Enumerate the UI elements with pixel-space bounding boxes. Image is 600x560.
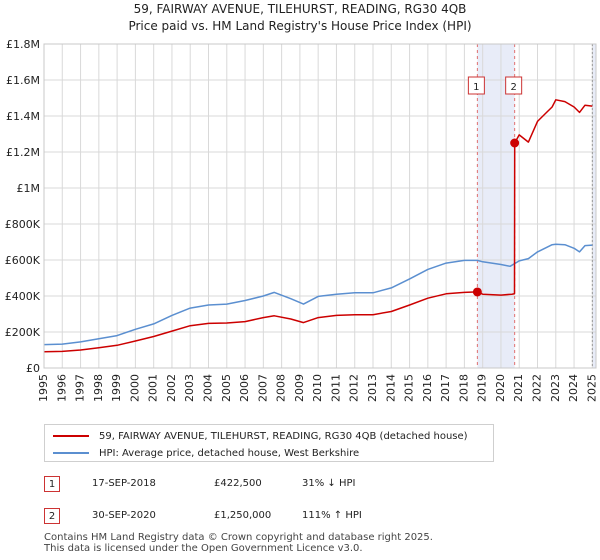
legend-label-hpi: HPI: Average price, detached house, West… [99,447,360,459]
x-tick-label: 1995 [37,374,50,402]
x-tick-label: 2009 [293,374,306,402]
legend-swatch-hpi [53,452,89,454]
x-tick-label: 2005 [220,374,233,402]
hpi-line [43,243,593,346]
sale-point [510,138,520,148]
x-tick-label: 2011 [329,374,342,402]
sale-marker-badge [467,76,485,95]
transaction-date: 30-SEP-2020 [92,510,156,521]
x-tick-label: 2022 [531,374,544,402]
x-tick-label: 2020 [494,374,507,402]
plot-border [43,43,597,369]
price-chart: 59, FAIRWAY AVENUE, TILEHURST, READING, … [5,2,599,402]
transaction-row: 2 30-SEP-2020 £1,250,000 111% ↑ HPI [44,508,584,528]
y-tick-label: £1.2M [6,146,40,159]
x-tick-label: 2014 [384,374,397,402]
y-tick-label: £0 [26,362,40,375]
highlight-band [592,44,596,368]
legend-item-house: 59, FAIRWAY AVENUE, TILEHURST, READING, … [53,428,468,444]
x-tick-label: 2003 [183,374,196,402]
x-tick-label: 2007 [256,374,269,402]
y-tick-label: £1.4M [6,110,40,123]
x-tick-label: 1996 [55,374,68,402]
y-tick-label: £200K [5,326,41,339]
transaction-badge: 1 [44,476,60,492]
footer: Contains HM Land Registry data © Crown c… [44,532,433,554]
x-tick-label: 2021 [512,374,525,402]
chart-subtitle: Price paid vs. HM Land Registry's House … [128,19,471,33]
x-tick-label: 2004 [202,374,215,402]
house-price-line [43,99,593,353]
sale-point [472,287,482,297]
legend-item-hpi: HPI: Average price, detached house, West… [53,445,359,461]
x-tick-label: 2018 [457,374,470,402]
chart-title: 59, FAIRWAY AVENUE, TILEHURST, READING, … [134,2,467,16]
x-tick-label: 2008 [275,374,288,402]
transaction-price: £422,500 [214,478,262,489]
sale-marker-badge [505,76,523,95]
y-tick-label: £800K [5,218,41,231]
x-tick-label: 2002 [165,374,178,402]
x-tick-label: 2016 [421,374,434,402]
x-tick-label: 2012 [348,374,361,402]
x-tick-label: 1997 [74,374,87,402]
highlight-band [477,44,515,368]
y-tick-label: £1.6M [6,74,40,87]
x-tick-label: 2000 [128,374,141,402]
sale-marker-number: 2 [510,82,516,93]
x-tick-label: 2017 [439,374,452,402]
x-tick-label: 1998 [92,374,105,402]
x-tick-label: 2001 [147,374,160,402]
transaction-price: £1,250,000 [214,510,272,521]
x-tick-label: 2010 [311,374,324,402]
x-tick-label: 2013 [366,374,379,402]
legend: 59, FAIRWAY AVENUE, TILEHURST, READING, … [44,424,494,462]
footer-copyright: Contains HM Land Registry data © Crown c… [44,532,433,543]
transaction-date: 17-SEP-2018 [92,478,156,489]
x-tick-label: 2019 [476,374,489,402]
y-tick-label: £1M [17,182,41,195]
x-tick-label: 2006 [238,374,251,402]
transaction-row: 1 17-SEP-2018 £422,500 31% ↓ HPI [44,476,584,496]
x-tick-label: 2024 [567,374,580,402]
transaction-badge: 2 [44,508,60,524]
x-tick-label: 1999 [110,374,123,402]
x-tick-label: 2015 [403,374,416,402]
y-tick-label: £400K [5,290,41,303]
legend-swatch-house [53,435,89,437]
transaction-hpi-diff: 31% ↓ HPI [302,478,356,489]
transaction-hpi-diff: 111% ↑ HPI [302,510,362,521]
x-tick-label: 2025 [585,374,598,402]
sale-marker-number: 1 [473,82,479,93]
y-tick-label: £1.8M [6,38,40,51]
x-tick-label: 2023 [549,374,562,402]
legend-label-house: 59, FAIRWAY AVENUE, TILEHURST, READING, … [99,430,468,442]
footer-licence: This data is licensed under the Open Gov… [44,543,363,554]
y-tick-label: £600K [5,254,41,267]
